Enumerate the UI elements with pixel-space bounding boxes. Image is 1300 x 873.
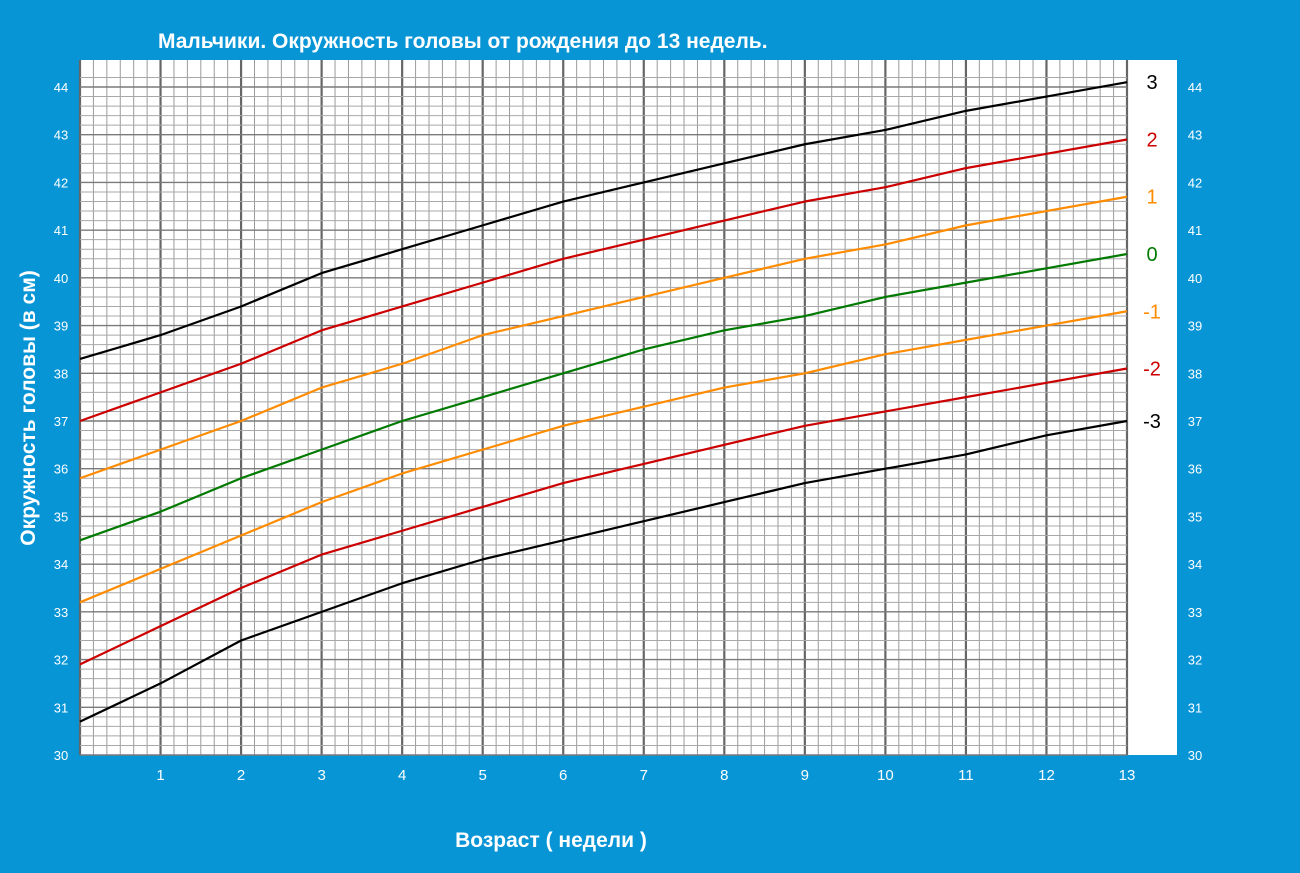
y-tick-label-left: 35 [54,509,68,524]
y-tick-label-left: 43 [54,128,68,143]
y-tick-label-right: 40 [1188,271,1202,286]
x-tick-label: 7 [640,767,648,784]
y-tick-label-left: 34 [54,557,68,572]
x-tick-label: 1 [156,767,164,784]
y-tick-label-left: 30 [54,748,68,763]
y-tick-label-right: 44 [1188,80,1202,95]
series-label: 2 [1146,129,1157,151]
series-line [79,81,1128,361]
y-tick-label-left: 31 [54,700,68,715]
series-label: -2 [1143,359,1161,381]
y-tick-label-left: 44 [54,80,68,95]
y-tick-label-right: 30 [1188,748,1202,763]
series-lines [79,81,1128,723]
y-axis-title: Окружность головы (в см) [17,270,40,545]
y-tick-label-left: 39 [54,319,68,334]
y-tick-label-left: 42 [54,175,68,190]
series-label: -3 [1143,411,1161,433]
y-tick-label-left: 33 [54,605,68,620]
series-labels: 3 2 1 0 -1 -2 -3 [1143,72,1161,433]
series-line [79,138,1128,423]
y-tick-label-left: 37 [54,414,68,429]
y-tick-label-left: 38 [54,366,68,381]
x-tick-label: 5 [479,767,487,784]
y-tick-label-right: 34 [1188,557,1202,572]
x-tick-label: 2 [237,767,245,784]
x-tick-label: 13 [1119,767,1136,784]
chart-title: Мальчики. Окружность головы от рождения … [158,30,768,53]
y-tick-label-right: 41 [1188,223,1202,238]
series-line [79,310,1128,604]
x-tick-label: 10 [877,767,894,784]
x-tick-label: 9 [801,767,809,784]
x-tick-label: 6 [559,767,567,784]
x-tick-label: 11 [958,767,974,784]
y-tick-label-right: 43 [1188,128,1202,143]
series-label: 1 [1146,187,1157,209]
x-tick-label: 3 [317,767,325,784]
y-tick-label-right: 35 [1188,509,1202,524]
y-tick-label-right: 36 [1188,462,1202,477]
plot-area [80,60,1177,755]
x-tick-label: 4 [398,767,406,784]
grid [78,60,1129,756]
y-tick-label-left: 41 [54,223,68,238]
series-label: 3 [1146,72,1157,94]
series-line [79,419,1128,723]
y-tick-label-right: 39 [1188,319,1202,334]
y-tick-label-left: 40 [54,271,68,286]
series-label: -1 [1143,301,1161,323]
y-tick-label-right: 42 [1188,175,1202,190]
series-line [79,252,1128,542]
series-line [79,367,1128,666]
y-tick-label-right: 31 [1188,700,1202,715]
y-tick-label-right: 32 [1188,653,1202,668]
series-line [79,195,1128,480]
y-tick-label-left: 36 [54,462,68,477]
y-tick-label-right: 37 [1188,414,1202,429]
x-tick-label: 8 [720,767,728,784]
y-tick-label-right: 38 [1188,366,1202,381]
x-tick-label: 12 [1038,767,1055,784]
y-tick-label-right: 33 [1188,605,1202,620]
x-axis-title: Возраст ( недели ) [455,829,647,852]
series-label: 0 [1146,244,1157,266]
y-tick-label-left: 32 [54,653,68,668]
